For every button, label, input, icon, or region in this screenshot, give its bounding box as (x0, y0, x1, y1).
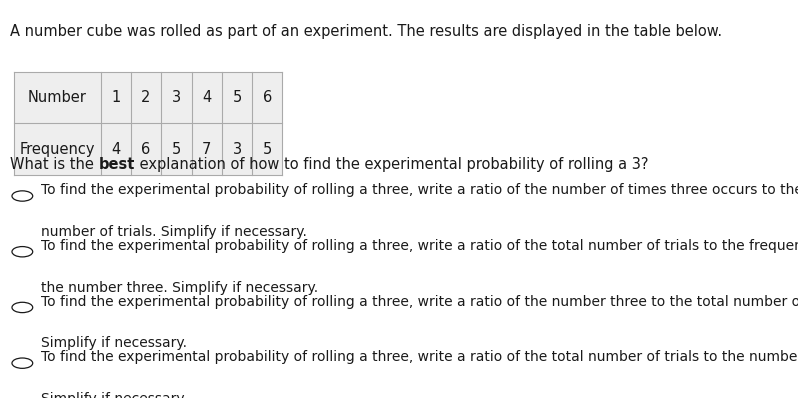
Text: 3: 3 (232, 142, 242, 157)
Text: To find the experimental probability of rolling a three, write a ratio of the nu: To find the experimental probability of … (41, 295, 798, 308)
Text: What is the: What is the (10, 157, 99, 172)
Text: 3: 3 (172, 90, 181, 105)
Text: 7: 7 (202, 142, 211, 157)
Text: 4: 4 (202, 90, 211, 105)
Text: A number cube was rolled as part of an experiment. The results are displayed in : A number cube was rolled as part of an e… (10, 24, 722, 39)
Text: To find the experimental probability of rolling a three, write a ratio of the to: To find the experimental probability of … (41, 239, 798, 253)
Text: 5: 5 (172, 142, 181, 157)
Text: 5: 5 (232, 90, 242, 105)
Text: explanation of how to find the experimental probability of rolling a 3?: explanation of how to find the experimen… (135, 157, 649, 172)
Text: number of trials. Simplify if necessary.: number of trials. Simplify if necessary. (41, 225, 306, 239)
Text: Frequency: Frequency (20, 142, 95, 157)
Text: 2: 2 (141, 90, 151, 105)
Text: 4: 4 (111, 142, 120, 157)
Text: To find the experimental probability of rolling a three, write a ratio of the nu: To find the experimental probability of … (41, 183, 798, 197)
Text: Simplify if necessary.: Simplify if necessary. (41, 392, 187, 398)
Text: 5: 5 (263, 142, 272, 157)
Text: best: best (99, 157, 135, 172)
Text: 6: 6 (263, 90, 272, 105)
Text: the number three. Simplify if necessary.: the number three. Simplify if necessary. (41, 281, 318, 295)
Text: 6: 6 (141, 142, 151, 157)
Text: To find the experimental probability of rolling a three, write a ratio of the to: To find the experimental probability of … (41, 350, 798, 364)
Text: Number: Number (28, 90, 87, 105)
Text: 1: 1 (111, 90, 120, 105)
Text: Simplify if necessary.: Simplify if necessary. (41, 336, 187, 350)
